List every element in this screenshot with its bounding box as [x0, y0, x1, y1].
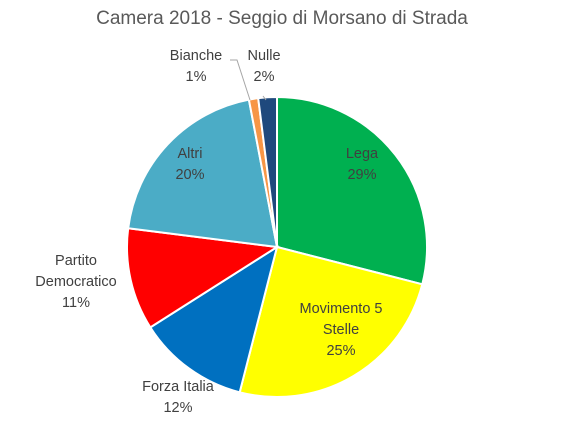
leader-line-bianche: [230, 59, 251, 101]
pie-slice-nulle: [257, 95, 278, 248]
data-label-lega: Lega 29%: [346, 146, 379, 183]
leader-line-nulle: [262, 95, 267, 101]
pie-slice-partito-democratico: [125, 227, 280, 329]
data-label-partito-democratico: Partito Democratico 11%: [35, 253, 116, 311]
data-label-bianche: Bianche 1%: [170, 48, 222, 85]
data-label-altri: Altri 20%: [175, 146, 204, 183]
data-label-movimento-5-stelle: Movimento 5 Stelle 25%: [299, 301, 382, 359]
pie-slice-altri: [127, 98, 279, 249]
chart-title: Camera 2018 - Seggio di Morsano di Strad…: [96, 8, 468, 29]
pie-slice-forza-italia: [148, 244, 279, 394]
data-label-forza-italia: Forza Italia 12%: [142, 379, 215, 416]
pie-slice-lega: [276, 95, 428, 286]
pie-slice-movimento-5-stelle: [238, 245, 424, 398]
data-label-nulle: Nulle 2%: [247, 48, 280, 85]
